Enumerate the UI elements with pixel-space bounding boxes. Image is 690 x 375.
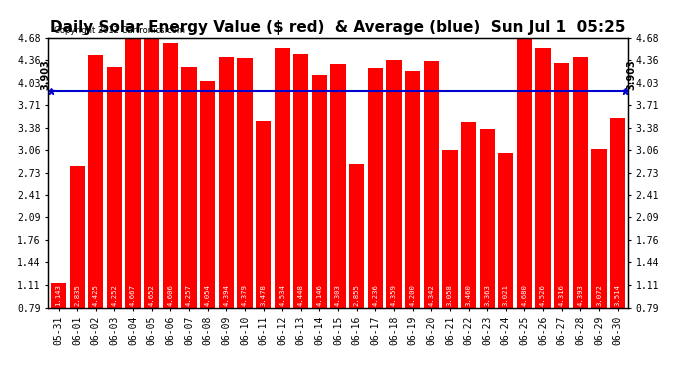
Text: 4.316: 4.316 xyxy=(559,284,564,306)
Bar xyxy=(219,57,234,308)
Bar xyxy=(591,149,607,308)
Text: 3.478: 3.478 xyxy=(261,284,266,306)
Text: Copyright 2012 Cartronics.com: Copyright 2012 Cartronics.com xyxy=(54,26,185,35)
Text: 3.903: 3.903 xyxy=(40,59,50,90)
Bar xyxy=(126,38,141,308)
Text: 3.514: 3.514 xyxy=(615,284,620,306)
Text: 4.448: 4.448 xyxy=(298,284,304,306)
Text: 4.534: 4.534 xyxy=(279,284,285,306)
Bar xyxy=(573,57,588,308)
Text: 4.652: 4.652 xyxy=(149,284,155,306)
Bar xyxy=(424,61,439,308)
Text: 3.460: 3.460 xyxy=(466,284,471,306)
Text: 4.359: 4.359 xyxy=(391,284,397,306)
Bar xyxy=(107,67,122,308)
Text: 3.903: 3.903 xyxy=(627,59,636,90)
Text: 4.394: 4.394 xyxy=(224,284,229,306)
Bar xyxy=(237,58,253,308)
Bar xyxy=(405,71,420,308)
Bar xyxy=(275,48,290,308)
Text: 4.425: 4.425 xyxy=(93,284,99,306)
Text: 4.680: 4.680 xyxy=(522,284,527,306)
Text: 4.257: 4.257 xyxy=(186,284,192,306)
Title: Daily Solar Energy Value ($ red)  & Average (blue)  Sun Jul 1  05:25: Daily Solar Energy Value ($ red) & Avera… xyxy=(50,20,626,35)
Bar xyxy=(610,118,625,308)
Bar xyxy=(144,39,159,308)
Bar xyxy=(88,55,104,308)
Text: 4.379: 4.379 xyxy=(242,284,248,306)
Bar xyxy=(535,48,551,308)
Text: 1.143: 1.143 xyxy=(56,284,61,306)
Text: 4.526: 4.526 xyxy=(540,284,546,306)
Bar xyxy=(554,63,569,308)
Text: 3.072: 3.072 xyxy=(596,284,602,306)
Bar xyxy=(331,64,346,308)
Text: 4.236: 4.236 xyxy=(373,284,378,306)
Bar xyxy=(498,153,513,308)
Bar xyxy=(368,68,383,308)
Bar xyxy=(517,38,532,308)
Text: 4.393: 4.393 xyxy=(578,284,583,306)
Bar xyxy=(293,54,308,307)
Bar xyxy=(461,122,476,308)
Bar xyxy=(200,81,215,308)
Text: 3.058: 3.058 xyxy=(447,284,453,306)
Bar xyxy=(70,165,85,308)
Text: 4.303: 4.303 xyxy=(335,284,341,306)
Text: 2.855: 2.855 xyxy=(354,284,359,306)
Text: 3.363: 3.363 xyxy=(484,284,490,306)
Bar xyxy=(480,129,495,308)
Text: 4.054: 4.054 xyxy=(205,284,210,306)
Bar xyxy=(442,150,457,308)
Bar xyxy=(181,67,197,308)
Bar xyxy=(386,60,402,308)
Bar xyxy=(51,283,66,308)
Bar xyxy=(349,164,364,308)
Text: 3.021: 3.021 xyxy=(503,284,509,306)
Text: 4.146: 4.146 xyxy=(317,284,322,306)
Text: 2.835: 2.835 xyxy=(75,284,80,306)
Bar xyxy=(163,43,178,308)
Bar xyxy=(256,121,271,308)
Text: 4.667: 4.667 xyxy=(130,284,136,306)
Text: 4.606: 4.606 xyxy=(168,284,173,306)
Text: 4.342: 4.342 xyxy=(428,284,434,306)
Text: 4.252: 4.252 xyxy=(112,284,117,306)
Bar xyxy=(312,75,327,308)
Text: 4.200: 4.200 xyxy=(410,284,415,306)
